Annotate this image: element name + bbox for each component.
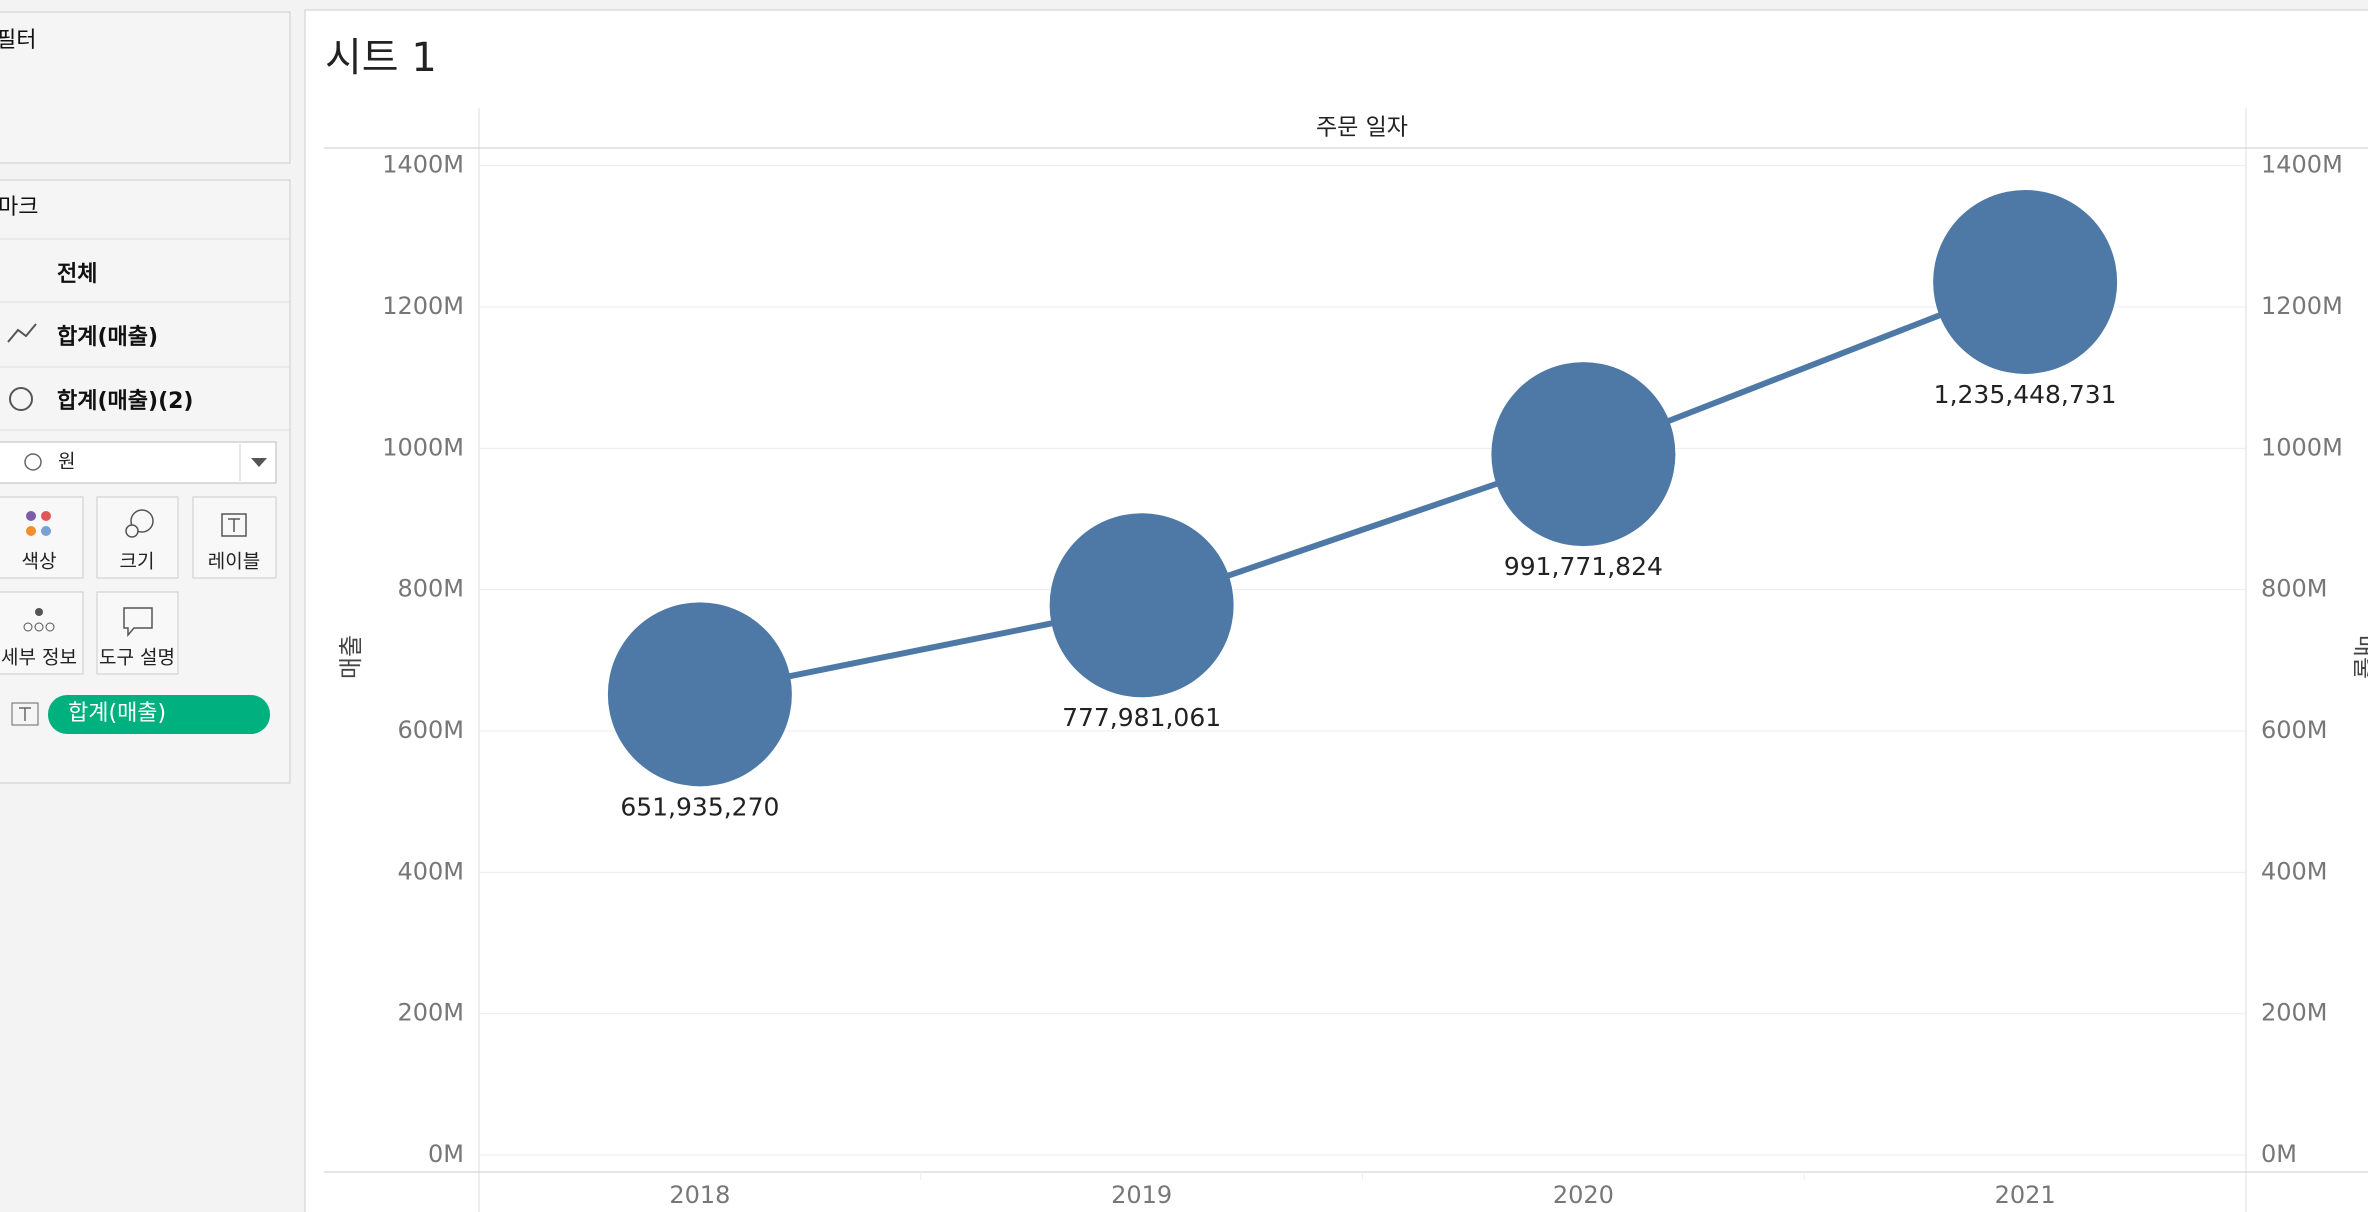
x-tick-label: 2019 [1111, 1181, 1172, 1209]
sales-circle [1933, 189, 2118, 374]
icon [221, 513, 247, 537]
icon [45, 622, 55, 632]
marks-row[interactable]: 합계(매출)(2) [57, 388, 194, 414]
marks-row[interactable]: 합계(매출) [57, 324, 158, 350]
y-tick-label: 600M [397, 716, 464, 744]
icon [123, 607, 153, 638]
y2-tick-label: 200M [2261, 999, 2328, 1027]
button-label: 도구 설명 [99, 647, 175, 669]
icon-dot [41, 526, 51, 536]
data-label: 651,935,270 [620, 792, 779, 821]
data-label: 991,771,824 [1504, 552, 1663, 581]
detail-button[interactable] [0, 591, 84, 675]
icon [34, 622, 44, 632]
button-label: 레이블 [208, 551, 260, 573]
icon-dot [26, 526, 36, 536]
y2-tick-label: 800M [2261, 575, 2328, 603]
y-axis-title: 매출 [337, 635, 365, 679]
x-tick-label: 2021 [1995, 1181, 2056, 1209]
icon [35, 608, 43, 616]
y-tick-label: 1200M [382, 292, 464, 320]
line-icon [7, 323, 37, 343]
y2-tick-label: 1000M [2261, 433, 2343, 461]
y2-tick-label: 600M [2261, 716, 2328, 744]
field-pill[interactable] [48, 695, 270, 734]
y-tick-label: 200M [397, 999, 464, 1027]
y-tick-label: 400M [397, 857, 464, 885]
sales-circle [607, 602, 792, 787]
mark-type: 원 [58, 451, 75, 473]
button-label: 세부 정보 [1, 647, 77, 669]
filters-panel [0, 11, 291, 164]
icon-dot [41, 511, 51, 521]
x-tick-label: 2018 [669, 1181, 730, 1209]
mark-type-dropdown[interactable] [0, 441, 277, 484]
icon [228, 518, 240, 532]
text-icon [19, 707, 31, 721]
y-tick-label: 1400M [382, 151, 464, 179]
y2-tick-label: 0M [2261, 1140, 2297, 1168]
y-tick-label: 0M [428, 1140, 464, 1168]
icon-dot [26, 511, 36, 521]
label-button[interactable] [192, 496, 277, 579]
sales-line [699, 279, 2027, 698]
y2-tick-label: 400M [2261, 857, 2328, 885]
circle-icon [24, 453, 42, 471]
y-tick-label: 1000M [382, 433, 464, 461]
icon [125, 524, 139, 538]
mark-buttons: 색상 크기 레이블 세부 정보 도구 설명 [0, 496, 277, 675]
button-label: 색상 [22, 551, 57, 573]
y2-tick-label: 1200M [2261, 292, 2343, 320]
marks-title: 마크 [0, 195, 38, 220]
tooltip-button[interactable] [96, 591, 179, 675]
y-tick-label: 800M [397, 575, 464, 603]
pill-label: 합계(매출) [68, 701, 166, 726]
marks-row[interactable]: 전체 [57, 262, 97, 287]
color-button[interactable] [0, 496, 84, 579]
y2-axis-title: 매출 [2350, 635, 2368, 679]
circle-icon [9, 387, 33, 411]
sales-circle [1049, 513, 1234, 698]
filters-title: 필터 [0, 28, 36, 53]
data-label: 777,981,061 [1062, 703, 1221, 732]
text-icon [11, 702, 39, 726]
icon [23, 622, 33, 632]
column-header: 주문 일자 [1316, 115, 1408, 141]
sales-circle [1491, 362, 1676, 547]
data-label: 1,235,448,731 [1934, 380, 2117, 409]
icon [130, 509, 154, 533]
sheet-title: 시트 1 [325, 35, 437, 81]
dropdown-arrow [251, 458, 267, 467]
button-label: 크기 [120, 551, 155, 573]
y2-tick-label: 1400M [2261, 151, 2343, 179]
x-tick-label: 2020 [1553, 1181, 1614, 1209]
worksheet [304, 9, 2368, 1212]
